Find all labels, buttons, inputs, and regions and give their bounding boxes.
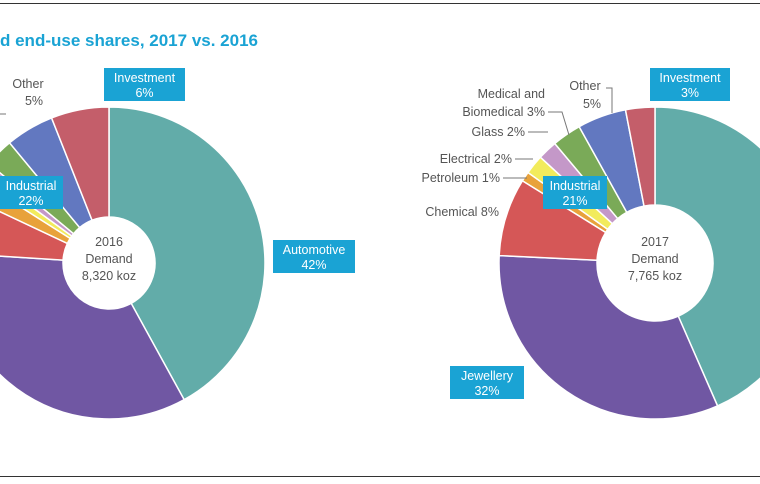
label-2016-industrial-name: Industrial bbox=[6, 179, 57, 193]
label-2016-automotive-box bbox=[273, 240, 355, 273]
label-2017-other-name: Other bbox=[569, 79, 600, 93]
center-2017-caption: Demand bbox=[631, 252, 678, 266]
leader-lines-2017 bbox=[0, 87, 613, 179]
donut-2017-slices bbox=[498, 106, 760, 420]
center-2017-value: 7,765 koz bbox=[628, 269, 682, 283]
slice-2016-investment bbox=[50, 106, 110, 222]
label-2016-other-value: 5% bbox=[25, 94, 43, 108]
slice-2017-investment bbox=[624, 106, 656, 207]
label-2017-investment-value: 3% bbox=[681, 86, 699, 100]
center-2016-caption: Demand bbox=[85, 252, 132, 266]
label-2016-other-name: Other bbox=[12, 77, 43, 91]
label-2017-electrical: Electrical 2% bbox=[440, 152, 512, 166]
label-2017-industrial-box bbox=[543, 176, 607, 209]
label-2016-industrial-box bbox=[0, 176, 63, 209]
leader-line-medical bbox=[548, 111, 570, 136]
center-2017-year: 2017 bbox=[641, 235, 669, 249]
label-2017-glass: Glass 2% bbox=[472, 125, 526, 139]
label-2016-investment-value: 6% bbox=[135, 86, 153, 100]
label-2017-other-value: 5% bbox=[583, 97, 601, 111]
slice-2016-chemical bbox=[0, 210, 69, 261]
label-2017-investment-name: Investment bbox=[659, 71, 721, 85]
label-2017-jewellery-box bbox=[450, 366, 524, 399]
label-2016-investment-name: Investment bbox=[114, 71, 176, 85]
label-2017-jewellery-value: 32% bbox=[474, 384, 499, 398]
label-2017-industrial-value: 21% bbox=[562, 194, 587, 208]
slice-2017-jewellery bbox=[498, 254, 719, 420]
slice-2016-jewellery bbox=[0, 255, 186, 420]
center-2016-year: 2016 bbox=[95, 235, 123, 249]
label-2017-investment-box bbox=[650, 68, 730, 101]
label-2016-investment-box bbox=[104, 68, 185, 101]
leader-line-other-2017 bbox=[606, 87, 613, 113]
center-2016-value: 8,320 koz bbox=[82, 269, 136, 283]
frame-bottom-border bbox=[0, 476, 760, 477]
chart-title: d end-use shares, 2017 vs. 2016 bbox=[0, 31, 258, 50]
label-2016-industrial-value: 22% bbox=[18, 194, 43, 208]
slice-2017-automotive bbox=[654, 106, 760, 407]
label-2017-medical-line1: Medical and bbox=[478, 87, 545, 101]
label-2016-automotive-name: Automotive bbox=[283, 243, 346, 257]
frame-top-border bbox=[0, 3, 760, 4]
label-2017-industrial-name: Industrial bbox=[550, 179, 601, 193]
label-2017-medical-line2: Biomedical 3% bbox=[462, 105, 545, 119]
label-2017-jewellery-name: Jewellery bbox=[461, 369, 514, 383]
label-2017-chemical: Chemical 8% bbox=[425, 205, 499, 219]
label-2017-petroleum: Petroleum 1% bbox=[421, 171, 500, 185]
label-2016-automotive-value: 42% bbox=[301, 258, 326, 272]
slice-2016-automotive bbox=[108, 106, 266, 401]
